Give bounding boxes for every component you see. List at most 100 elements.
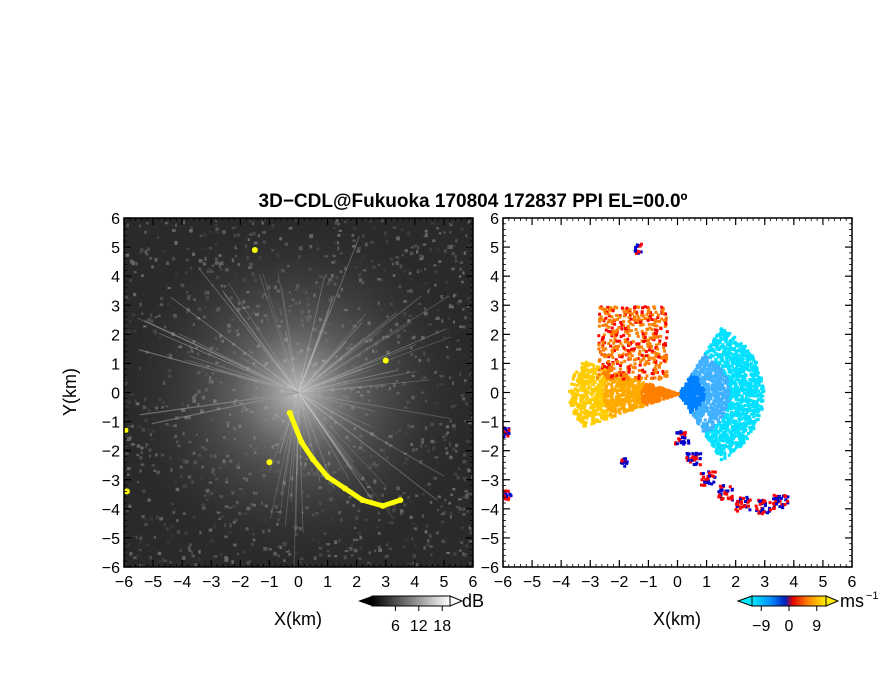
velocity-pixel: [755, 392, 759, 396]
noise-speckle: [144, 230, 147, 234]
velocity-pixel: [692, 412, 696, 416]
velocity-pixel: [714, 352, 718, 356]
velocity-pixel: [747, 406, 751, 410]
velocity-pixel: [709, 353, 713, 357]
velocity-pixel: [703, 418, 707, 422]
velocity-pixel: [734, 377, 738, 381]
noise-speckle: [146, 221, 149, 225]
velocity-pixel: [738, 433, 742, 437]
velocity-pixel: [587, 377, 591, 381]
velocity-pixel: [644, 331, 648, 335]
velocity-pixel: [628, 311, 632, 315]
velocity-pixel: [743, 378, 747, 382]
reflectivity-y-axis-label: Y(km): [60, 368, 80, 416]
velocity-pixel: [592, 382, 596, 386]
noise-speckle: [457, 538, 462, 541]
echo-feature: [382, 357, 389, 364]
velocity-pixel: [613, 339, 617, 343]
noise-speckle: [455, 239, 458, 243]
velocity-pixel: [714, 363, 718, 367]
velocity-pixel: [621, 391, 625, 395]
noise-speckle: [436, 247, 441, 252]
velocity-pixel: [731, 387, 735, 391]
velocity-pixel: [730, 426, 734, 430]
velocity-pixel: [759, 376, 763, 380]
noise-speckle: [157, 263, 161, 268]
velocity-pixel: [635, 388, 639, 392]
beam-ray: [298, 322, 363, 393]
y-tick-label: −5: [102, 531, 120, 548]
velocity-pixel: [744, 418, 748, 422]
noise-speckle: [440, 513, 444, 516]
beam-ray: [298, 392, 375, 504]
noise-speckle: [152, 548, 155, 552]
velocity-pixel: [697, 417, 701, 421]
velocity-pixel: [591, 374, 595, 378]
velocity-pixel: [663, 390, 667, 394]
velocity-pixel: [600, 398, 604, 402]
velocity-pixel: [756, 371, 760, 375]
velocity-pixel: [717, 355, 721, 359]
velocity-pixel: [612, 399, 616, 403]
colorbar-tick-label: 18: [433, 618, 451, 635]
velocity-pixel: [716, 380, 720, 384]
velocity-pixel: [731, 442, 735, 446]
velocity-pixel: [577, 374, 581, 378]
velocity-pixel: [659, 394, 663, 398]
velocity-pixel: [721, 395, 725, 399]
velocity-pixel: [581, 373, 585, 377]
velocity-pixel: [727, 399, 731, 403]
velocity-pixel: [709, 349, 713, 353]
velocity-pixel: [632, 358, 636, 362]
velocity-pixel: [647, 348, 651, 352]
noise-speckle: [407, 562, 412, 566]
velocity-pixel: [627, 382, 631, 386]
velocity-pixel: [722, 369, 726, 373]
noise-speckle: [163, 559, 167, 562]
velocity-pixel: [690, 408, 694, 412]
velocity-pixel: [695, 382, 699, 386]
velocity-pixel: [582, 395, 586, 399]
noise-speckle: [422, 243, 427, 246]
x-tick-label: −3: [202, 574, 220, 591]
y-tick-label: −3: [102, 473, 120, 490]
velocity-pixel: [570, 382, 574, 386]
velocity-pixel: [715, 411, 719, 415]
noise-speckle: [443, 231, 446, 234]
velocity-pixel: [610, 397, 614, 401]
velocity-pixel: [706, 356, 710, 360]
velocity-pixel: [625, 408, 629, 412]
velocity-pixel: [712, 384, 716, 388]
velocity-pixel: [709, 356, 713, 360]
velocity-pixel: [687, 381, 691, 385]
velocity-pixel: [714, 389, 718, 393]
noise-speckle: [133, 556, 137, 560]
velocity-pixel: [753, 401, 757, 405]
velocity-pixel: [749, 384, 753, 388]
velocity-pixel: [725, 416, 729, 420]
velocity-pixel: [595, 407, 599, 411]
velocity-pixel: [754, 372, 758, 376]
velocity-pixel: [594, 409, 598, 413]
noise-speckle: [462, 552, 467, 557]
velocity-pixel: [741, 388, 745, 392]
velocity-pixel: [704, 397, 708, 401]
velocity-pixel: [714, 341, 718, 345]
velocity-pixel: [741, 360, 745, 364]
velocity-pixel: [694, 400, 698, 404]
velocity-pixel: [751, 421, 755, 425]
velocity-pixel: [600, 395, 604, 399]
velocity-pixel: [726, 434, 730, 438]
velocity-pixel: [607, 318, 611, 322]
velocity-pixel: [726, 425, 730, 429]
velocity-pixel: [572, 410, 576, 414]
velocity-pixel: [615, 400, 619, 404]
velocity-pixel: [721, 333, 725, 337]
beam-ray: [298, 344, 417, 393]
velocity-pixel: [725, 398, 729, 402]
velocity-pixel: [743, 373, 747, 377]
velocity-pixel: [591, 416, 595, 420]
velocity-pixel: [721, 343, 725, 347]
velocity-pixel: [723, 420, 727, 424]
noise-speckle: [459, 261, 464, 264]
